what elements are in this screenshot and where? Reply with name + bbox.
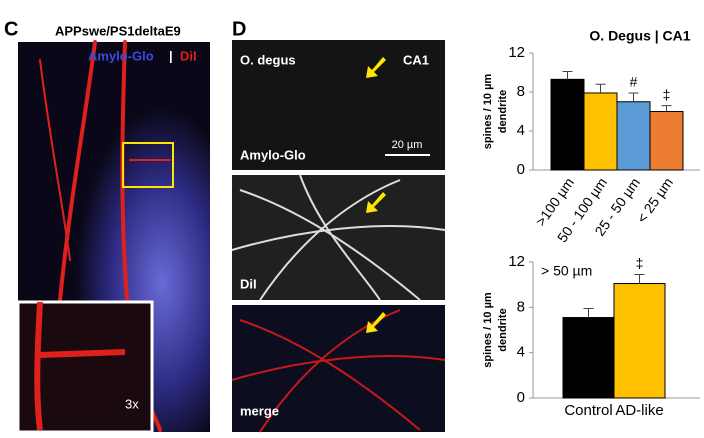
inset-label: 3x xyxy=(125,396,139,411)
y-tick-label: 8 xyxy=(517,83,525,100)
bar xyxy=(562,317,615,399)
y-tick-label: 4 xyxy=(517,344,525,361)
panel-label: D xyxy=(232,18,246,40)
separator: | xyxy=(169,48,173,63)
region-label: CA1 xyxy=(403,52,429,67)
error-bar xyxy=(661,105,672,112)
error-bar xyxy=(595,83,606,93)
y-tick-label: 0 xyxy=(517,161,525,178)
panel-title: APPswe/PS1deltaE9 xyxy=(55,23,181,38)
error-bar xyxy=(634,273,645,284)
inset-dendrite xyxy=(34,301,126,431)
species-label: O. degus xyxy=(240,52,296,67)
y-axis-label: dendrite xyxy=(497,308,509,351)
stain-label: Amylo-Glo xyxy=(88,48,154,63)
bar xyxy=(583,92,618,171)
error-bar xyxy=(583,307,594,318)
chart-title: O. Degus | CA1 xyxy=(589,28,690,44)
dendrites xyxy=(231,174,446,301)
y-tick-label: 12 xyxy=(508,44,525,61)
image-label: Amylo-Glo xyxy=(240,147,306,162)
micrograph xyxy=(232,40,445,170)
bar xyxy=(550,78,585,171)
significance-marker: ‡ xyxy=(663,86,671,102)
zoom-box xyxy=(122,142,174,188)
y-tick-label: 4 xyxy=(517,122,525,139)
bar xyxy=(613,283,666,399)
x-tick-label: Control xyxy=(564,402,612,419)
bar xyxy=(616,101,651,171)
arrows xyxy=(366,57,386,333)
error-bar xyxy=(628,92,639,102)
y-tick-label: 0 xyxy=(517,389,525,406)
panel-label: C xyxy=(4,18,18,40)
error-bar xyxy=(562,71,573,80)
image-label: merge xyxy=(240,403,279,418)
stain-label: DiI xyxy=(180,48,197,63)
significance-marker: # xyxy=(630,74,638,90)
y-axis-label: dendrite xyxy=(497,90,509,133)
bar xyxy=(649,111,684,171)
x-tick-label: AD-like xyxy=(615,402,663,419)
y-tick-label: 8 xyxy=(517,298,525,315)
y-axis-label: spines / 10 µm xyxy=(482,292,494,368)
y-axis-label: spines / 10 µm xyxy=(482,74,494,150)
annotation: > 50 µm xyxy=(541,263,592,279)
micrograph xyxy=(232,175,445,300)
significance-marker: ‡ xyxy=(636,255,644,271)
image-label: DiI xyxy=(240,276,257,291)
scale-bar-label: 20 µm xyxy=(392,139,423,151)
y-tick-label: 12 xyxy=(508,253,525,270)
